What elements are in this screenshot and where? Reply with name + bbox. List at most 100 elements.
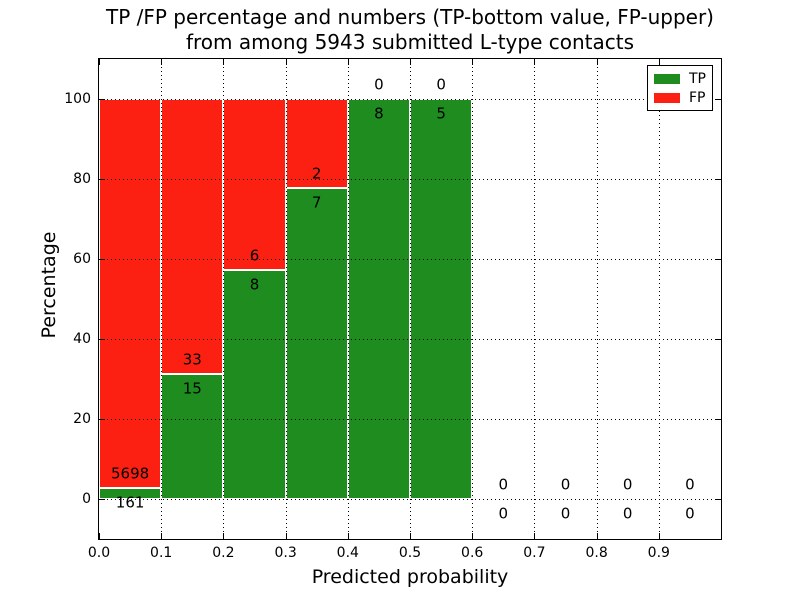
x-tick-label: 0.6: [461, 545, 484, 561]
annotation-fp-count: 0: [436, 75, 446, 94]
x-tick-label: 0.8: [585, 545, 608, 561]
y-axis-label: Percentage: [38, 231, 60, 339]
legend-label-tp: TP: [689, 71, 706, 87]
y-tick-mark-right: [715, 419, 721, 420]
bar-segment-tp: [99, 488, 162, 499]
x-tick-mark: [161, 533, 163, 539]
annotation-fp-count: 0: [622, 475, 633, 494]
x-tick-mark: [410, 533, 411, 539]
annotation-fp-count: 33: [182, 350, 202, 369]
plot-area: TP FP 0.0 0.1 0.2 0.3 0.4 0.5 0.6 0.7 0.8 0.9 0 20 4…: [64, 58, 722, 561]
x-tick-label: 0.2: [212, 545, 235, 561]
legend-row-fp: FP: [654, 90, 706, 106]
y-tick-mark-right: [715, 339, 721, 340]
v-gridline: [285, 59, 287, 539]
x-tick-label: 0.1: [150, 545, 173, 561]
annotation-tp-count: 0: [622, 504, 633, 523]
annotation-fp-count: 0: [560, 475, 571, 494]
annotation-tp-count: 8: [249, 275, 260, 294]
annotation-tp-count: 161: [115, 493, 145, 512]
annotation-tp-count: 7: [311, 193, 322, 212]
x-tick-mark-top: [596, 59, 598, 65]
annotation-tp-count: 15: [182, 379, 202, 398]
annotation-fp-count: 0: [498, 475, 509, 494]
y-tick-label: 0: [82, 491, 91, 507]
v-gridline: [347, 59, 349, 539]
fp-color-swatch: [654, 93, 680, 103]
v-gridline: [596, 59, 598, 539]
bar-segment-fp: [161, 99, 224, 374]
x-axis-label: Predicted probability: [311, 566, 509, 588]
y-tick-mark-right: [715, 99, 721, 100]
x-tick-mark: [223, 533, 225, 539]
bar-segment-tp: [410, 99, 473, 499]
x-tick-mark-top: [99, 59, 100, 65]
legend-label-fp: FP: [689, 90, 706, 106]
legend: TP FP: [647, 65, 713, 111]
x-tick-mark: [285, 533, 287, 539]
title-line-1: TP /FP percentage and numbers (TP-bottom…: [106, 5, 714, 29]
bar-segment-tp: [285, 187, 348, 499]
annotation-fp-count: 0: [374, 75, 384, 94]
x-tick-mark: [99, 533, 100, 539]
y-tick-mark-right: [715, 259, 721, 260]
annotation-tp-count: 0: [685, 504, 695, 523]
x-tick-label: 0.9: [647, 545, 670, 561]
x-tick-mark: [658, 533, 660, 539]
x-tick-label: 0.7: [523, 545, 546, 561]
x-tick-mark: [472, 533, 474, 539]
y-tick-label: 20: [73, 411, 91, 427]
v-gridline: [658, 59, 660, 539]
x-tick-mark-top: [347, 59, 349, 65]
annotation-tp-count: 5: [436, 104, 446, 123]
x-tick-mark: [534, 533, 536, 539]
x-tick-mark-top: [161, 59, 163, 65]
legend-row-tp: TP: [654, 71, 706, 87]
x-tick-label: 0.5: [398, 545, 422, 561]
bar-segment-fp: [223, 99, 286, 271]
title-line-2: from among 5943 submitted L-type contact…: [185, 30, 635, 54]
y-tick-label: 40: [73, 331, 91, 347]
bar-segment-tp: [161, 374, 224, 499]
annotation-fp-count: 5698: [111, 464, 150, 483]
y-tick-label: 80: [73, 171, 91, 187]
v-gridline: [161, 59, 163, 539]
bar-segment-tp: [347, 99, 410, 499]
bar-segment-fp: [99, 99, 162, 488]
annotation-fp-count: 6: [249, 246, 260, 265]
x-tick-label: 0.0: [87, 545, 111, 561]
y-tick-mark-right: [715, 179, 721, 180]
y-tick-mark: [99, 99, 105, 100]
y-tick-label: 100: [64, 91, 91, 107]
x-tick-mark: [347, 533, 349, 539]
x-tick-mark-top: [534, 59, 536, 65]
v-gridline: [534, 59, 536, 539]
x-tick-label: 0.4: [336, 545, 359, 561]
x-tick-mark-top: [223, 59, 225, 65]
y-tick-mark-right: [715, 499, 721, 500]
v-gridline: [472, 59, 474, 539]
x-tick-mark: [596, 533, 598, 539]
annotation-tp-count: 8: [374, 104, 384, 123]
y-tick-mark: [99, 259, 105, 260]
annotation-tp-count: 0: [560, 504, 571, 523]
v-gridline: [223, 59, 225, 539]
annotation-tp-count: 0: [498, 504, 509, 523]
v-gridline: [410, 59, 411, 539]
bar-segment-tp: [223, 270, 286, 499]
y-tick-mark: [99, 179, 105, 180]
tp-color-swatch: [654, 74, 680, 84]
y-tick-mark: [99, 419, 105, 420]
x-tick-mark-top: [410, 59, 411, 65]
x-tick-label: 0.3: [274, 545, 297, 561]
y-tick-mark: [99, 499, 105, 500]
x-tick-mark-top: [285, 59, 287, 65]
annotation-fp-count: 0: [685, 475, 695, 494]
y-tick-mark: [99, 339, 105, 340]
x-tick-mark-top: [658, 59, 660, 65]
annotation-fp-count: 2: [311, 164, 322, 183]
y-tick-label: 60: [73, 251, 91, 267]
chart-title: TP /FP percentage and numbers (TP-bottom…: [99, 5, 721, 55]
x-tick-mark-top: [472, 59, 474, 65]
